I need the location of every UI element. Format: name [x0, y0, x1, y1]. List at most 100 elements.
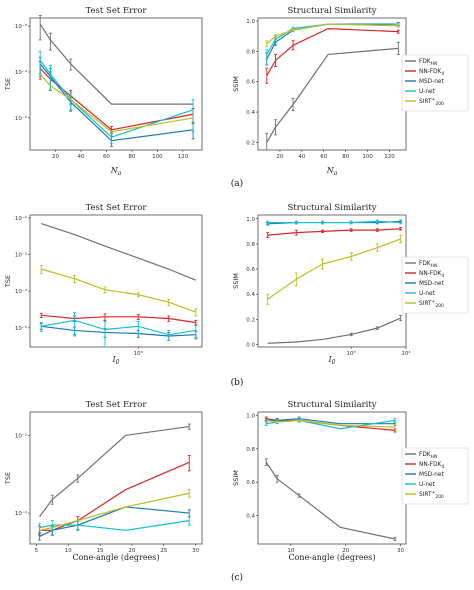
y-tick-label: 10⁻⁵ [15, 325, 27, 332]
plot-frame [257, 17, 407, 151]
x-axis-label: I0 [112, 355, 120, 366]
series-line [266, 28, 399, 76]
y-tick-label: 0.0 [246, 342, 255, 348]
x-tick-label: 20 [276, 154, 283, 160]
x-tick-label: 80 [128, 154, 135, 160]
legend-entry: U-net [419, 89, 436, 95]
series-line [266, 23, 399, 45]
y-tick-label: 0.2 [246, 140, 255, 146]
series-line [41, 268, 197, 313]
x-tick-label: 10³ [347, 350, 356, 357]
series-line [266, 419, 396, 428]
caption-b: (b) [231, 377, 244, 388]
series-line [41, 319, 196, 336]
series-line [39, 59, 194, 138]
y-tick-label: 10⁻³ [15, 432, 27, 439]
x-axis-label: Cone-angle (degrees) [288, 553, 375, 562]
y-tick-label: 0.2 [246, 317, 255, 323]
x-tick-label: 60 [320, 154, 327, 160]
legend-entry: FDKHN [419, 261, 438, 269]
y-tick-label: 0.8 [246, 447, 255, 453]
y-tick-label: 1.0 [246, 19, 255, 25]
x-tick-label: 120 [178, 154, 189, 160]
y-tick-label: 10⁻⁵ [15, 115, 27, 122]
x-tick-label: 80 [342, 154, 349, 160]
x-tick-label: 15 [97, 548, 104, 554]
y-tick-label: 0.8 [246, 242, 255, 248]
y-axis-label: SSIM [232, 273, 240, 289]
y-tick-label: 10⁻³ [15, 23, 27, 30]
legend-entry: NN-FDK4 [419, 462, 444, 470]
y-tick-label: 0.6 [246, 80, 255, 86]
series-line [39, 492, 190, 531]
plot-frame [29, 411, 203, 545]
x-tick-label: 40 [298, 154, 305, 160]
x-tick-label: 10 [287, 548, 294, 554]
legend-entry: MSD-net [419, 281, 444, 287]
y-tick-label: 1.0 [246, 217, 255, 223]
legend-entry: SIRT+200 [419, 97, 444, 108]
y-tick-label: 10⁻⁴ [15, 69, 28, 76]
x-tick-label: 100 [152, 154, 163, 160]
series-line [39, 67, 194, 131]
x-tick-label: 20 [128, 548, 135, 554]
legend-entry: SIRT+200 [419, 299, 444, 310]
y-tick-label: 10⁻³ [15, 252, 27, 259]
legend-entry: MSD-net [419, 79, 444, 85]
legend-entry: U-net [419, 482, 436, 488]
y-tick-label: 0.6 [246, 480, 255, 486]
x-axis-label: Cone-angle (degrees) [72, 553, 159, 562]
y-axis-label: TSE [4, 275, 12, 288]
x-tick-label: 30 [397, 548, 404, 554]
series-line [41, 223, 197, 281]
series-line [39, 73, 194, 133]
x-tick-label: 20 [52, 154, 59, 160]
x-tick-label: 100 [362, 154, 373, 160]
x-axis-label: Na [110, 166, 122, 177]
x-tick-label: 10 [65, 548, 72, 554]
chart-title: Test Set Error [85, 400, 147, 410]
y-tick-label: 1.0 [246, 413, 255, 419]
y-tick-label: 10⁻⁴ [15, 288, 28, 295]
series-line [265, 461, 396, 540]
y-tick-label: 0.8 [246, 49, 255, 55]
x-tick-label: 120 [384, 154, 395, 160]
chart-title: Structural Similarity [287, 203, 376, 213]
chart-title: Structural Similarity [287, 6, 376, 16]
legend-entry: SIRT+200 [419, 490, 444, 501]
plot-frame [257, 411, 407, 545]
x-tick-label: 20 [342, 548, 349, 554]
legend-box [401, 447, 469, 505]
x-tick-label: 10³ [134, 350, 143, 357]
legend-entry: MSD-net [419, 472, 444, 478]
x-tick-label: 60 [103, 154, 110, 160]
y-tick-label: 10⁻⁴ [15, 510, 28, 517]
series-line [267, 317, 401, 344]
chart-title: Structural Similarity [287, 400, 376, 410]
x-tick-label: 25 [160, 548, 167, 554]
legend-box [401, 256, 469, 314]
plot-frame [29, 17, 203, 151]
y-tick-label: 10⁻² [15, 215, 27, 222]
x-axis-label: I0 [328, 355, 336, 366]
series-line [41, 325, 196, 337]
legend-entry: U-net [419, 291, 436, 297]
legend-entry: NN-FDK4 [419, 271, 444, 279]
y-tick-label: 0.4 [246, 514, 255, 520]
y-axis-label: TSE [4, 472, 12, 485]
series-line [39, 506, 190, 538]
caption-c: (c) [231, 572, 243, 583]
chart-title: Test Set Error [85, 6, 147, 16]
x-tick-label: 30 [192, 548, 199, 554]
legend-entry: FDKHN [419, 452, 438, 460]
chart-title: Test Set Error [85, 203, 147, 213]
y-tick-label: 0.4 [246, 110, 255, 116]
y-tick-label: 0.6 [246, 267, 255, 273]
x-tick-label: 5 [35, 548, 39, 554]
series-line [267, 228, 401, 236]
legend-box [401, 54, 469, 112]
series-line [267, 220, 401, 224]
x-axis-label: Na [326, 166, 338, 177]
series-line [41, 314, 196, 324]
